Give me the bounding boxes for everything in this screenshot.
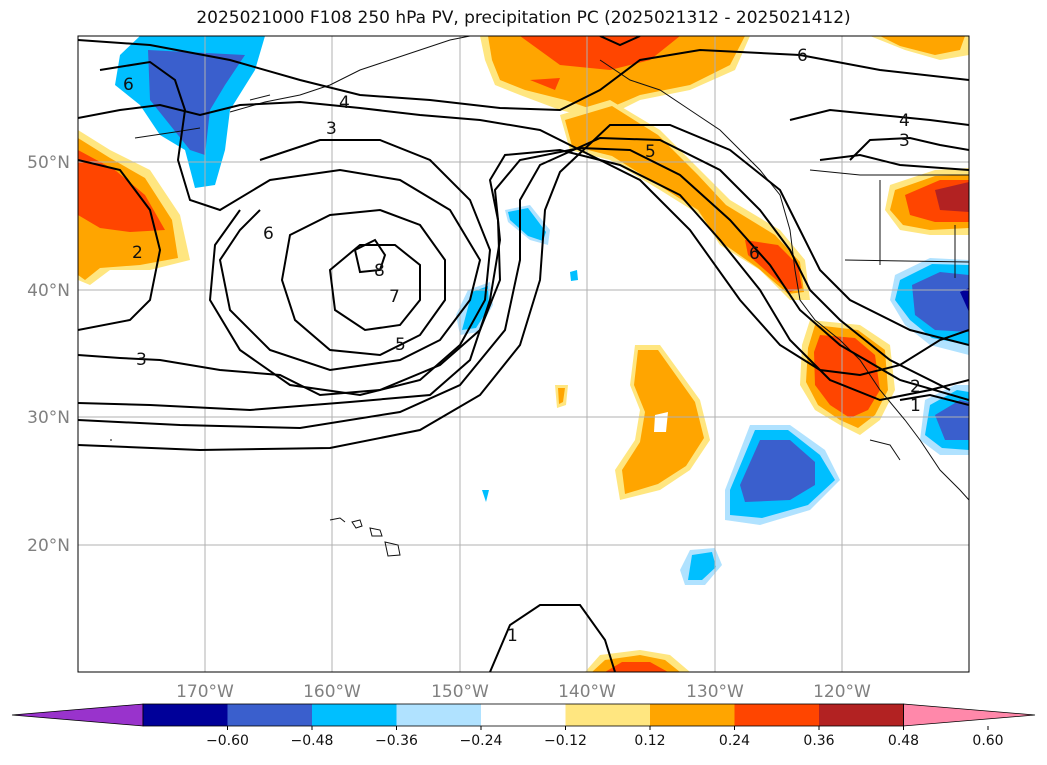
colorbar-extend-max	[903, 703, 1036, 727]
pv-contours	[78, 36, 969, 672]
colorbar-segment	[565, 704, 651, 726]
contour-label-1-se: 1	[910, 396, 921, 416]
latitude-labels: 50°N 40°N 30°N 20°N	[27, 153, 70, 556]
colorbar-segment	[650, 704, 735, 726]
lat-label-20n: 20°N	[27, 536, 70, 556]
contour-label-6-topleft: 6	[123, 75, 134, 95]
contour-label-4-ne: 4	[899, 111, 910, 131]
contour-label-4-north: 4	[339, 93, 350, 113]
lat-label-30n: 30°N	[27, 408, 70, 428]
colorbar-segment	[481, 704, 566, 726]
contour-label-6-west: 6	[263, 224, 274, 244]
graticule	[78, 36, 969, 672]
map-frame	[77, 35, 970, 673]
colorbar-tick-label: 0.12	[634, 733, 665, 749]
contour-label-3-north: 3	[326, 119, 337, 139]
contour-label-6-coast: 6	[749, 244, 760, 264]
contour-label-5-center: 5	[395, 335, 406, 355]
contour-label-6-ne: 6	[797, 46, 808, 66]
contour-label-1-south: 1	[507, 626, 518, 646]
colorbar-tick-label: −0.24	[460, 733, 503, 749]
colorbar: −0.60 −0.48 −0.36 −0.24 −0.12 0.12 0.24 0.36 0.4…	[11, 703, 1036, 749]
contour-label-2-west: 2	[132, 243, 143, 263]
colorbar-frame	[142, 703, 904, 727]
colorbar-segment	[227, 704, 313, 726]
contour-label-7: 7	[389, 287, 400, 307]
contour-label-8: 8	[374, 261, 385, 281]
lon-label-170w: 170°W	[176, 682, 234, 702]
lon-label-150w: 150°W	[431, 682, 489, 702]
colorbar-tick-label: 0.24	[719, 733, 750, 749]
colorbar-tick-label: −0.48	[291, 733, 334, 749]
contour-label-5-north: 5	[645, 142, 656, 162]
colorbar-tick-label: −0.36	[375, 733, 418, 749]
lon-label-130w: 130°W	[686, 682, 744, 702]
lat-label-50n: 50°N	[27, 153, 70, 173]
contour-label-2-se: 2	[910, 377, 921, 397]
colorbar-segment	[734, 704, 820, 726]
colorbar-segment	[143, 704, 228, 726]
contour-label-3-southwest: 3	[136, 350, 147, 370]
lon-label-140w: 140°W	[558, 682, 616, 702]
colorbar-tick-label: 0.60	[972, 733, 1003, 749]
colorbar-segment	[312, 704, 397, 726]
lat-label-40n: 40°N	[27, 281, 70, 301]
colorbar-tick-label: 0.48	[888, 733, 919, 749]
colorbar-segment	[396, 704, 482, 726]
contour-labels: 6 4 3 6 2 3 8 7 5 5 6 6 4 3 2 1 1	[123, 46, 921, 646]
figure-title: 2025021000 F108 250 hPa PV, precipitatio…	[196, 8, 851, 28]
colorbar-tick-label: 0.36	[803, 733, 834, 749]
colorbar-tick-label: −0.60	[206, 733, 249, 749]
lon-label-120w: 120°W	[813, 682, 871, 702]
colorbar-extend-min	[11, 703, 144, 727]
contour-label-3-ne: 3	[899, 131, 910, 151]
colorbar-tick-label: −0.12	[544, 733, 587, 749]
neg-anomaly-nw-inner	[148, 50, 245, 155]
colorbar-segment	[819, 704, 904, 726]
coastlines	[110, 36, 969, 557]
lon-label-160w: 160°W	[303, 682, 361, 702]
longitude-labels: 170°W 160°W 150°W 140°W 130°W 120°W	[176, 682, 871, 702]
